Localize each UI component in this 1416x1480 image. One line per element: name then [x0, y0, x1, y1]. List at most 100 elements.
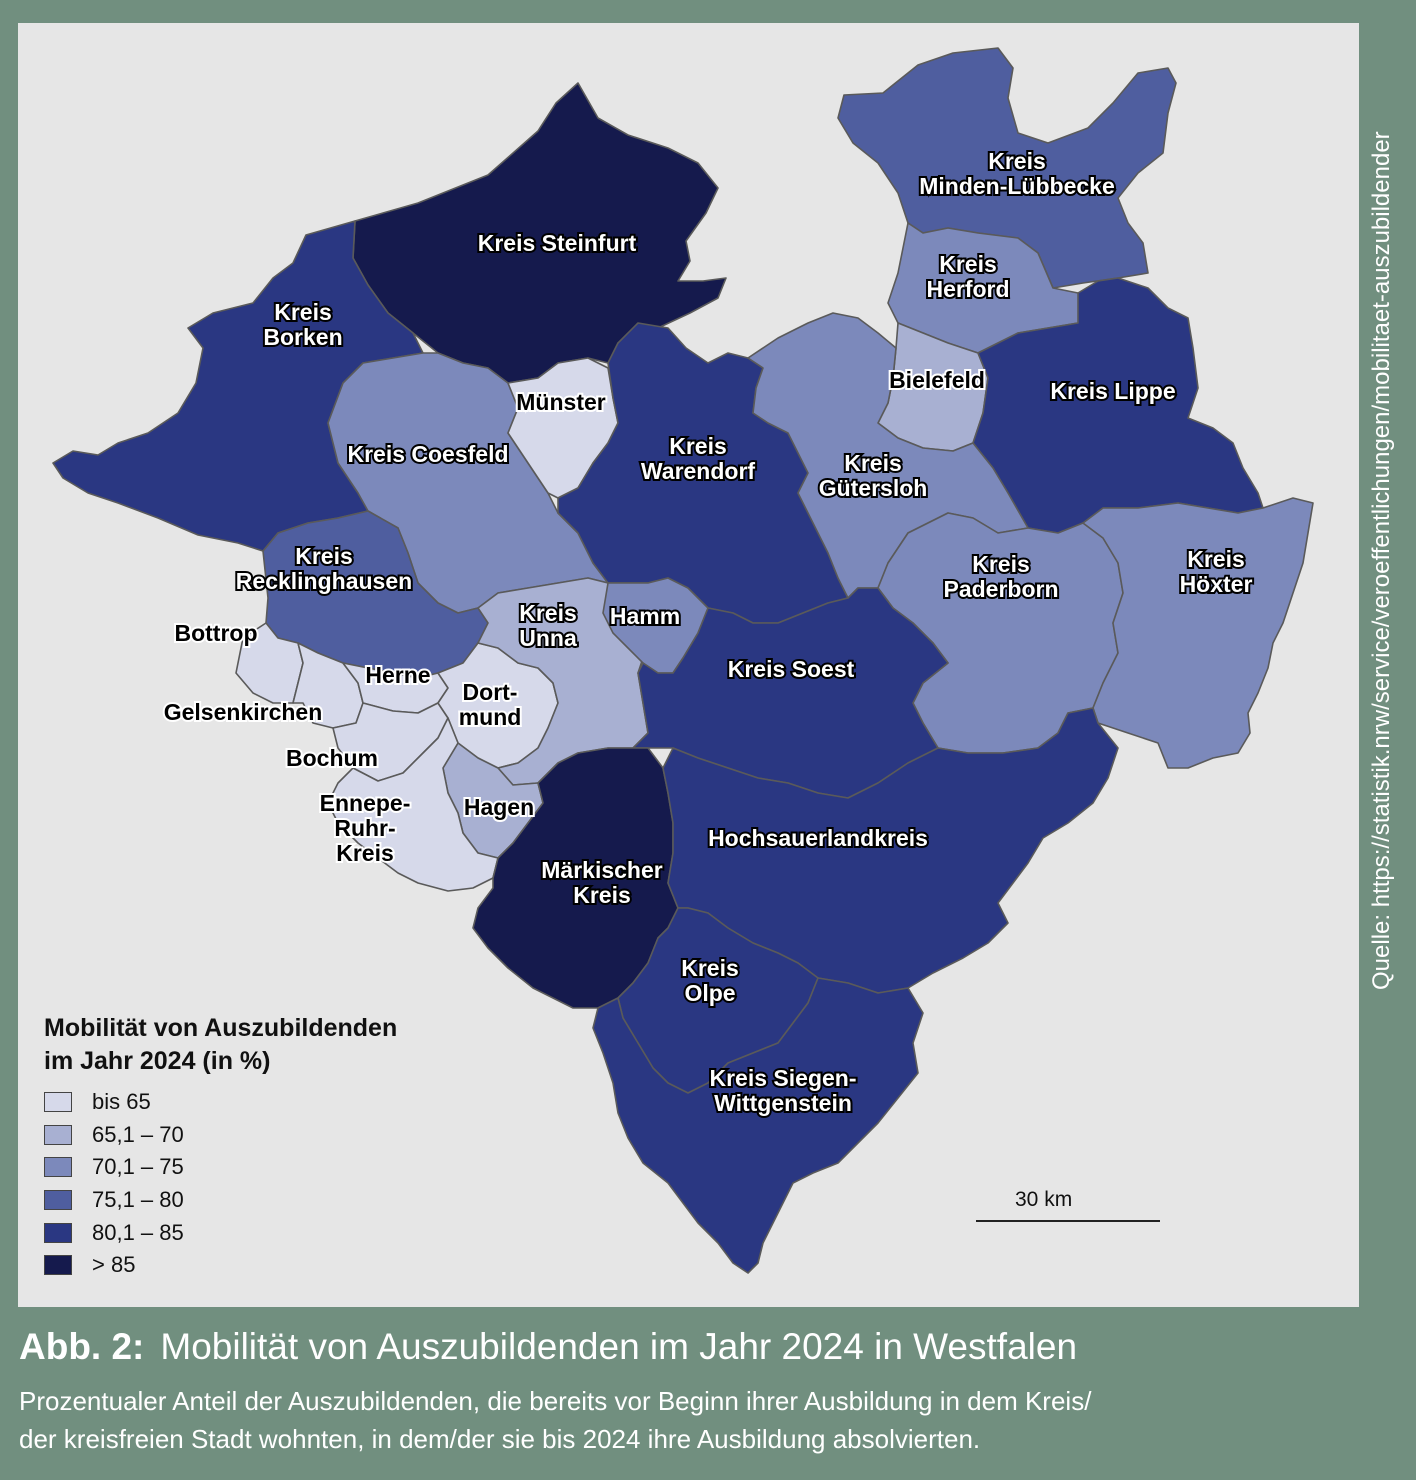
region-label-gelsenkirchen: Gelsenkirchen [164, 699, 323, 725]
region-label-olpe: Kreis Olpe [681, 955, 739, 1006]
region-label-line: Herford [926, 276, 1009, 302]
region-label-hochsauerland: Hochsauerlandkreis [708, 825, 928, 851]
region-label-line: Unna [519, 625, 577, 651]
region-label-hagen: Hagen [464, 794, 534, 820]
region-label-line: Münster [516, 389, 606, 415]
region-label-paderborn: Kreis Paderborn [943, 551, 1058, 602]
region-label-line: Kreis [844, 450, 902, 476]
region-label-hoexter: Kreis Höxter [1180, 546, 1253, 597]
region-label-ennepe: Ennepe-Ruhr-Kreis [320, 790, 411, 866]
region-label-maerkisch: Märkischer Kreis [541, 857, 663, 908]
legend: Mobilität von Auszubildenden im Jahr 202… [44, 1012, 397, 1282]
map-panel: Kreis Steinfurt Kreis Borken Kreis Coesfeld… [18, 23, 1359, 1307]
legend-label: bis 65 [92, 1089, 151, 1115]
region-label-hamm: Hamm [610, 603, 680, 629]
figure-subtitle: Prozentualer Anteil der Auszubildenden, … [19, 1386, 1092, 1454]
region-label-bielefeld: Bielefeld [889, 367, 985, 393]
legend-item-65-70: 65,1 – 70 [44, 1119, 397, 1152]
region-label-line: Kreis [939, 251, 997, 277]
legend-item-80-85: 80,1 – 85 [44, 1216, 397, 1249]
legend-swatch [44, 1190, 72, 1211]
legend-label: 75,1 – 80 [92, 1187, 184, 1213]
region-label-borken: Kreis Borken [263, 299, 342, 350]
region-label-line: Borken [263, 324, 342, 350]
region-label-line: Kreis Lippe [1050, 378, 1175, 404]
region-label-line: Kreis Coesfeld [347, 441, 508, 467]
legend-swatch [44, 1222, 72, 1243]
legend-swatch [44, 1157, 72, 1178]
region-label-line: Gütersloh [819, 475, 928, 501]
legend-item-over-85: > 85 [44, 1249, 397, 1282]
legend-swatch [44, 1255, 72, 1276]
legend-title: Mobilität von Auszubildenden im Jahr 202… [44, 1014, 398, 1075]
region-label-line: Recklinghausen [236, 568, 412, 594]
region-label-bochum: Bochum [286, 745, 378, 771]
region-label-steinfurt: Kreis Steinfurt [478, 230, 637, 256]
legend-item-bis-65: bis 65 [44, 1086, 397, 1119]
legend-label: 70,1 – 75 [92, 1154, 184, 1180]
region-label-line: Warendorf [641, 458, 755, 484]
region-label-recklinghausen: Kreis Recklinghausen [236, 543, 412, 594]
region-label-guetersloh: Kreis Gütersloh [819, 450, 928, 501]
region-label-bottrop: Bottrop [174, 620, 257, 646]
region-label-line: Kreis [669, 433, 727, 459]
region-label-line: Hochsauerlandkreis [708, 825, 928, 851]
region-label-line: Ennepe- [320, 790, 411, 816]
region-label-minden: Kreis Minden-Lübbecke [919, 148, 1115, 199]
region-label-dortmund: Dort-mund [459, 679, 522, 730]
scale-label: 30 km [1015, 1188, 1073, 1211]
legend-swatch [44, 1124, 72, 1145]
region-label-line: Wittgenstein [714, 1090, 852, 1116]
region-label-line: Kreis [274, 299, 332, 325]
figure-number: Abb. 2: [19, 1326, 145, 1367]
legend-label: > 85 [92, 1252, 136, 1278]
region-label-muenster: Münster [516, 389, 606, 415]
region-siegen[interactable] [592, 977, 924, 1274]
region-label-soest: Kreis Soest [728, 656, 855, 682]
region-label-line: Höxter [1180, 571, 1253, 597]
region-label-line: Kreis Siegen- [710, 1065, 857, 1091]
region-label-line: Hamm [610, 603, 680, 629]
region-label-lippe: Kreis Lippe [1050, 378, 1175, 404]
region-label-line: Kreis [1187, 546, 1245, 572]
legend-item-70-75: 70,1 – 75 [44, 1151, 397, 1184]
region-label-line: Gelsenkirchen [164, 699, 323, 725]
region-label-line: Hagen [464, 794, 534, 820]
region-label-line: Kreis [519, 600, 577, 626]
region-label-herne: Herne [365, 662, 430, 688]
legend-item-75-80: 75,1 – 80 [44, 1184, 397, 1217]
region-ennepe[interactable] [327, 717, 499, 892]
region-label-herford: Kreis Herford [926, 251, 1009, 302]
region-label-line: Kreis [681, 955, 739, 981]
region-label-line: Märkischer [541, 857, 663, 883]
region-label-line: Minden-Lübbecke [919, 173, 1115, 199]
region-label-unna: Kreis Unna [519, 600, 577, 651]
legend-label: 80,1 – 85 [92, 1219, 184, 1245]
region-label-coesfeld: Kreis Coesfeld [347, 441, 508, 467]
region-label-line: Kreis [988, 148, 1046, 174]
region-label-siegen: Kreis Siegen-Wittgenstein [710, 1065, 857, 1116]
legend-label: 65,1 – 70 [92, 1121, 184, 1147]
region-label-line: Kreis [972, 551, 1030, 577]
legend-swatch [44, 1092, 72, 1113]
figure-title: Mobilität von Auszubildenden im Jahr 202… [160, 1326, 1078, 1367]
region-label-line: Dort- [463, 679, 518, 705]
region-label-line: Kreis Steinfurt [478, 230, 637, 256]
region-label-line: Herne [365, 662, 430, 688]
region-label-line: Kreis [336, 840, 394, 866]
region-label-line: Kreis [573, 882, 631, 908]
region-label-line: Kreis Soest [728, 656, 855, 682]
region-label-line: Bielefeld [889, 367, 985, 393]
source-note: Quelle: https://statistik.nrw/service/ve… [1368, 131, 1395, 990]
region-label-line: Olpe [684, 980, 735, 1006]
region-label-line: Bottrop [174, 620, 257, 646]
region-label-line: Ruhr- [334, 815, 395, 841]
region-label-line: Paderborn [943, 576, 1058, 602]
region-label-line: Bochum [286, 745, 378, 771]
region-label-line: Kreis [295, 543, 353, 569]
figure-caption: Abb. 2: Mobilität von Auszubildenden im J… [19, 1326, 1077, 1368]
region-hoexter[interactable] [1082, 497, 1314, 769]
region-label-warendorf: Kreis Warendorf [641, 433, 755, 484]
